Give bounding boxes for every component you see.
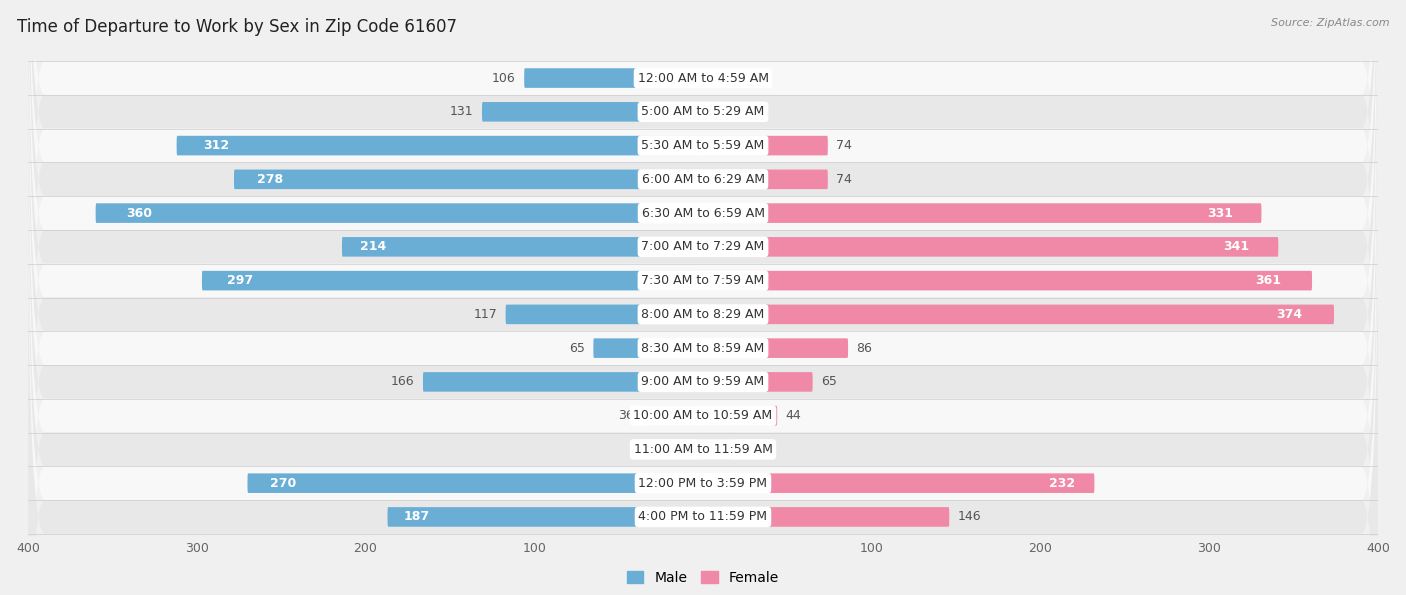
FancyBboxPatch shape (593, 339, 703, 358)
FancyBboxPatch shape (28, 0, 1378, 466)
Text: 278: 278 (257, 173, 284, 186)
Text: 7:00 AM to 7:29 AM: 7:00 AM to 7:29 AM (641, 240, 765, 253)
Text: 18: 18 (742, 443, 758, 456)
FancyBboxPatch shape (28, 0, 1378, 534)
FancyBboxPatch shape (703, 203, 1261, 223)
FancyBboxPatch shape (342, 237, 703, 256)
Text: 12:00 AM to 4:59 AM: 12:00 AM to 4:59 AM (637, 71, 769, 84)
FancyBboxPatch shape (28, 95, 1378, 595)
Text: 5:00 AM to 5:29 AM: 5:00 AM to 5:29 AM (641, 105, 765, 118)
FancyBboxPatch shape (703, 271, 1312, 290)
Text: 117: 117 (474, 308, 498, 321)
Text: 8:30 AM to 8:59 AM: 8:30 AM to 8:59 AM (641, 342, 765, 355)
Text: 361: 361 (1256, 274, 1282, 287)
Text: 146: 146 (957, 511, 981, 524)
Text: 3: 3 (682, 443, 689, 456)
FancyBboxPatch shape (643, 406, 703, 425)
Text: 6:30 AM to 6:59 AM: 6:30 AM to 6:59 AM (641, 206, 765, 220)
FancyBboxPatch shape (703, 68, 748, 88)
FancyBboxPatch shape (703, 339, 848, 358)
Text: 312: 312 (202, 139, 229, 152)
FancyBboxPatch shape (423, 372, 703, 392)
Text: 187: 187 (404, 511, 429, 524)
Text: 12:00 PM to 3:59 PM: 12:00 PM to 3:59 PM (638, 477, 768, 490)
Text: 131: 131 (450, 105, 474, 118)
Text: 65: 65 (569, 342, 585, 355)
Legend: Male, Female: Male, Female (621, 565, 785, 590)
Text: 331: 331 (1208, 206, 1233, 220)
FancyBboxPatch shape (247, 474, 703, 493)
Text: 6:00 AM to 6:29 AM: 6:00 AM to 6:29 AM (641, 173, 765, 186)
FancyBboxPatch shape (28, 0, 1378, 399)
FancyBboxPatch shape (202, 271, 703, 290)
Text: 106: 106 (492, 71, 516, 84)
FancyBboxPatch shape (28, 0, 1378, 433)
FancyBboxPatch shape (506, 305, 703, 324)
FancyBboxPatch shape (703, 305, 1334, 324)
Text: 166: 166 (391, 375, 415, 389)
FancyBboxPatch shape (697, 440, 703, 459)
Text: 374: 374 (1277, 308, 1302, 321)
Text: 23: 23 (751, 105, 766, 118)
FancyBboxPatch shape (388, 507, 703, 527)
Text: 270: 270 (270, 477, 297, 490)
Text: 297: 297 (226, 274, 253, 287)
Text: 27: 27 (756, 71, 773, 84)
FancyBboxPatch shape (703, 170, 828, 189)
Text: 10:00 AM to 10:59 AM: 10:00 AM to 10:59 AM (634, 409, 772, 422)
FancyBboxPatch shape (482, 102, 703, 121)
Text: 341: 341 (1223, 240, 1250, 253)
Text: 74: 74 (837, 173, 852, 186)
FancyBboxPatch shape (96, 203, 703, 223)
FancyBboxPatch shape (28, 162, 1378, 595)
FancyBboxPatch shape (703, 406, 778, 425)
Text: 36: 36 (619, 409, 634, 422)
Text: 74: 74 (837, 139, 852, 152)
FancyBboxPatch shape (177, 136, 703, 155)
FancyBboxPatch shape (28, 129, 1378, 595)
FancyBboxPatch shape (28, 61, 1378, 595)
Text: 7:30 AM to 7:59 AM: 7:30 AM to 7:59 AM (641, 274, 765, 287)
FancyBboxPatch shape (703, 372, 813, 392)
FancyBboxPatch shape (28, 27, 1378, 595)
Text: Source: ZipAtlas.com: Source: ZipAtlas.com (1271, 18, 1389, 28)
FancyBboxPatch shape (28, 196, 1378, 595)
Text: 214: 214 (360, 240, 387, 253)
FancyBboxPatch shape (524, 68, 703, 88)
Text: 232: 232 (1049, 477, 1074, 490)
FancyBboxPatch shape (703, 474, 1094, 493)
FancyBboxPatch shape (703, 136, 828, 155)
FancyBboxPatch shape (703, 102, 742, 121)
Text: 11:00 AM to 11:59 AM: 11:00 AM to 11:59 AM (634, 443, 772, 456)
Text: 65: 65 (821, 375, 837, 389)
FancyBboxPatch shape (28, 0, 1378, 500)
Text: 360: 360 (127, 206, 152, 220)
FancyBboxPatch shape (233, 170, 703, 189)
Text: 4:00 PM to 11:59 PM: 4:00 PM to 11:59 PM (638, 511, 768, 524)
Text: 5:30 AM to 5:59 AM: 5:30 AM to 5:59 AM (641, 139, 765, 152)
Text: 8:00 AM to 8:29 AM: 8:00 AM to 8:29 AM (641, 308, 765, 321)
FancyBboxPatch shape (28, 0, 1378, 595)
FancyBboxPatch shape (703, 237, 1278, 256)
FancyBboxPatch shape (28, 0, 1378, 595)
Text: 44: 44 (786, 409, 801, 422)
FancyBboxPatch shape (28, 0, 1378, 568)
Text: 9:00 AM to 9:59 AM: 9:00 AM to 9:59 AM (641, 375, 765, 389)
Text: Time of Departure to Work by Sex in Zip Code 61607: Time of Departure to Work by Sex in Zip … (17, 18, 457, 36)
FancyBboxPatch shape (703, 507, 949, 527)
FancyBboxPatch shape (703, 440, 734, 459)
Text: 86: 86 (856, 342, 872, 355)
